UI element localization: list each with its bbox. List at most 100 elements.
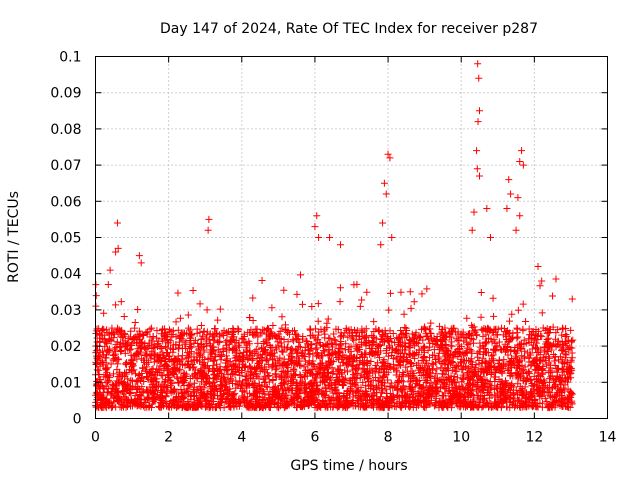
data-point [184,324,192,332]
data-point [169,388,177,396]
data-point [558,396,566,404]
y-tick-label: 0.02 [50,339,81,355]
data-point [160,367,168,375]
data-point [521,363,529,371]
data-point [359,366,367,374]
data-point [135,327,143,335]
data-point [391,338,399,346]
data-point [516,357,524,365]
data-point [190,356,198,364]
data-point [308,303,316,311]
data-point [248,395,256,403]
data-point [262,383,270,391]
data-point [548,367,556,375]
data-point [174,326,182,334]
data-point [199,359,207,367]
data-point [338,370,346,378]
data-point [414,392,422,400]
data-point [330,330,338,338]
data-point [372,348,380,356]
data-point [419,396,427,404]
data-point [259,326,267,334]
data-point [479,377,487,385]
data-point [382,330,390,338]
data-point [145,403,153,411]
data-point [186,382,194,390]
data-point [495,376,503,384]
data-point [320,378,328,386]
data-point [379,397,387,405]
data-point [412,329,420,337]
data-point [253,346,261,354]
data-point [254,339,262,347]
data-point [105,402,113,410]
data-point [315,234,323,241]
data-point [479,342,487,350]
data-point [311,374,319,382]
data-point [246,351,254,359]
data-point [225,402,233,410]
data-point [341,366,349,374]
data-point [462,356,470,364]
data-point [460,398,468,406]
data-point [177,386,185,394]
data-point [408,383,416,391]
data-point [157,403,165,411]
data-point [203,342,211,350]
data-point [350,336,358,344]
data-point [200,327,208,335]
data-point [335,367,343,375]
data-point [153,365,161,373]
data-point [427,379,435,387]
data-point [153,334,161,342]
data-point [290,366,298,374]
data-point [519,377,527,385]
data-point [235,352,243,360]
data-point [108,380,116,388]
data-point [190,379,198,387]
data-point [499,331,507,339]
data-point [479,354,487,362]
data-point [391,383,399,391]
data-point [420,342,428,350]
data-point [181,340,189,348]
data-point [488,404,496,411]
data-point [468,385,476,393]
data-point [267,352,275,360]
data-point [166,376,174,384]
data-point [437,342,445,350]
data-point [384,150,392,158]
data-point [447,372,455,380]
data-point [191,336,199,344]
data-point [227,366,235,374]
data-point [568,349,576,357]
data-point [533,355,541,363]
data-point [240,332,248,340]
data-point [393,334,401,342]
data-point [426,372,434,380]
data-point [383,334,391,342]
data-point [175,367,183,375]
data-point [103,340,111,348]
data-point [473,391,481,399]
data-point [564,394,572,402]
data-point [301,385,309,393]
data-point [410,334,418,342]
data-point [120,330,128,338]
data-point [414,377,422,385]
data-point [197,322,205,330]
data-point [351,402,359,410]
data-point [390,365,398,373]
data-point [368,338,376,346]
data-point [156,355,164,363]
data-point [210,357,218,365]
data-point [233,347,241,355]
data-point [336,366,344,374]
x-tick-label: 0 [91,430,100,446]
data-point [311,401,319,409]
data-point [271,383,279,391]
data-point [373,385,381,393]
data-point [313,212,321,220]
data-point [321,325,329,333]
data-point [471,328,479,336]
